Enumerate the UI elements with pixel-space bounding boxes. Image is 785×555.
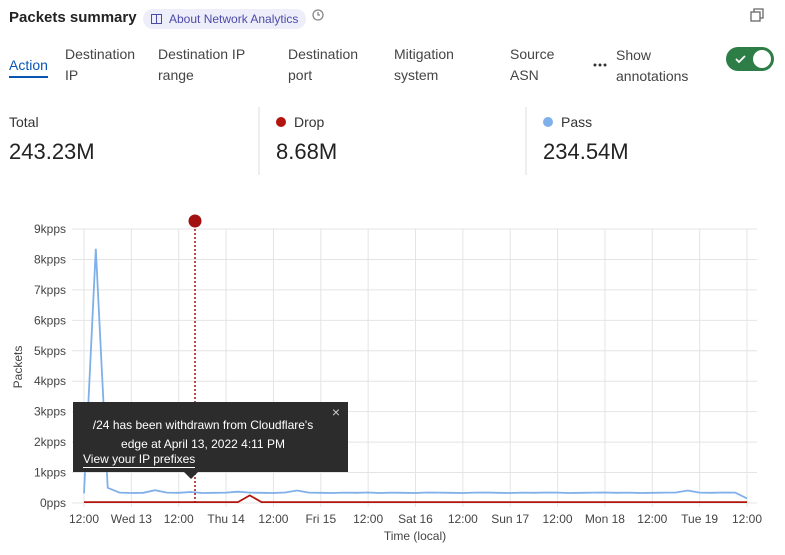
legend-dot bbox=[276, 117, 286, 127]
y-tick-label: 2kpps bbox=[34, 435, 66, 449]
x-tick-label: 12:00 bbox=[448, 512, 478, 526]
x-tick-label: 12:00 bbox=[637, 512, 667, 526]
y-tick-label: 8kpps bbox=[34, 252, 66, 266]
annotation-link[interactable]: View your IP prefixes bbox=[83, 452, 196, 468]
x-axis-label: Time (local) bbox=[384, 529, 446, 543]
x-tick-label: 12:00 bbox=[543, 512, 573, 526]
badge-text: About Network Analytics bbox=[169, 12, 299, 26]
x-tick-label: Mon 18 bbox=[585, 512, 625, 526]
legend-dot bbox=[543, 117, 553, 127]
tab[interactable]: Action bbox=[9, 55, 48, 78]
x-tick-label: Wed 13 bbox=[111, 512, 152, 526]
tab[interactable]: Destination IP range bbox=[158, 46, 245, 83]
y-axis-label: Packets bbox=[11, 346, 25, 389]
stat-label: Total bbox=[9, 114, 39, 130]
y-tick-label: 3kpps bbox=[34, 405, 66, 419]
more-icon[interactable] bbox=[593, 63, 607, 67]
toggle-label: Show annotations bbox=[616, 47, 689, 84]
y-tick-label: 4kpps bbox=[34, 374, 66, 388]
tab[interactable]: Destination port bbox=[288, 46, 359, 83]
close-button[interactable]: × bbox=[331, 404, 340, 420]
x-tick-label: Thu 14 bbox=[207, 512, 245, 526]
toggle[interactable] bbox=[726, 47, 774, 71]
book-icon bbox=[151, 14, 162, 24]
annotation-text: /24 has been withdrawn from Cloudflare's… bbox=[92, 418, 314, 451]
x-tick-label: 12:00 bbox=[353, 512, 383, 526]
x-tick-label: 12:00 bbox=[164, 512, 194, 526]
x-tick-label: Sun 17 bbox=[491, 512, 529, 526]
x-tick-label: Fri 15 bbox=[305, 512, 336, 526]
x-tick-label: Tue 19 bbox=[681, 512, 718, 526]
y-tick-label: 7kpps bbox=[34, 283, 66, 297]
expand-icon[interactable] bbox=[750, 8, 764, 22]
y-tick-label: 0pps bbox=[40, 496, 66, 510]
y-tick-label: 5kpps bbox=[34, 344, 66, 358]
stat-value: 243.23M bbox=[9, 139, 95, 164]
x-tick-label: 12:00 bbox=[732, 512, 762, 526]
tooltip-arrow bbox=[184, 472, 198, 479]
x-tick-label: Sat 16 bbox=[398, 512, 433, 526]
history-icon[interactable] bbox=[312, 9, 324, 21]
y-tick-label: 6kpps bbox=[34, 313, 66, 327]
y-tick-label: 1kpps bbox=[34, 466, 66, 480]
x-tick-label: 12:00 bbox=[258, 512, 288, 526]
stat-value: 8.68M bbox=[276, 139, 338, 164]
page-title: Packets summary bbox=[9, 9, 137, 26]
tab[interactable]: Source ASN bbox=[510, 46, 555, 83]
x-tick-label: 12:00 bbox=[69, 512, 99, 526]
about-link[interactable]: About Network Analytics bbox=[143, 9, 307, 29]
series-line bbox=[83, 248, 748, 500]
y-tick-label: 9kpps bbox=[34, 222, 66, 236]
tab[interactable]: Mitigation system bbox=[394, 46, 454, 83]
stat-label: Pass bbox=[561, 114, 593, 130]
annotation-tooltip: /24 has been withdrawn from Cloudflare's… bbox=[73, 402, 348, 479]
stat-label: Drop bbox=[294, 114, 325, 130]
annotation-marker[interactable] bbox=[188, 214, 202, 228]
stat-value: 234.54M bbox=[543, 139, 629, 164]
tab[interactable]: Destination IP bbox=[65, 46, 136, 83]
toggle-graphic bbox=[735, 50, 771, 68]
